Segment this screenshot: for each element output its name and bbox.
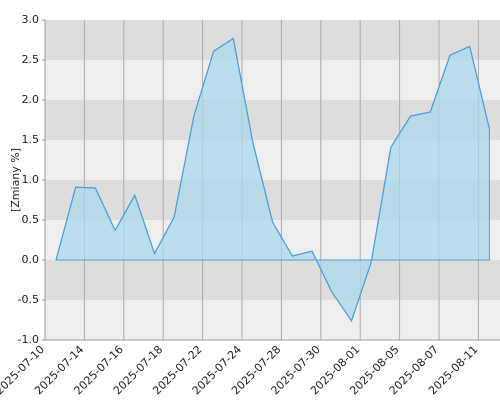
y-tick-label: 2.0 — [22, 93, 40, 106]
grid-band — [45, 60, 500, 100]
y-tick-label: 1.5 — [22, 133, 40, 146]
y-tick-label: -1.0 — [18, 333, 39, 346]
y-tick-label: 0.5 — [22, 213, 40, 226]
y-tick-label: -0.5 — [18, 293, 39, 306]
grid-band — [45, 300, 500, 340]
y-tick-label: 3.0 — [22, 13, 40, 26]
grid-band — [45, 260, 500, 300]
y-axis-label: [Zmiany %] — [9, 148, 22, 212]
y-tick-label: 0.0 — [22, 253, 40, 266]
line — [55, 37, 490, 323]
y-tick-label: 1.0 — [22, 173, 40, 186]
y-tick-label: 2.5 — [22, 53, 40, 66]
grid-band — [45, 20, 500, 60]
